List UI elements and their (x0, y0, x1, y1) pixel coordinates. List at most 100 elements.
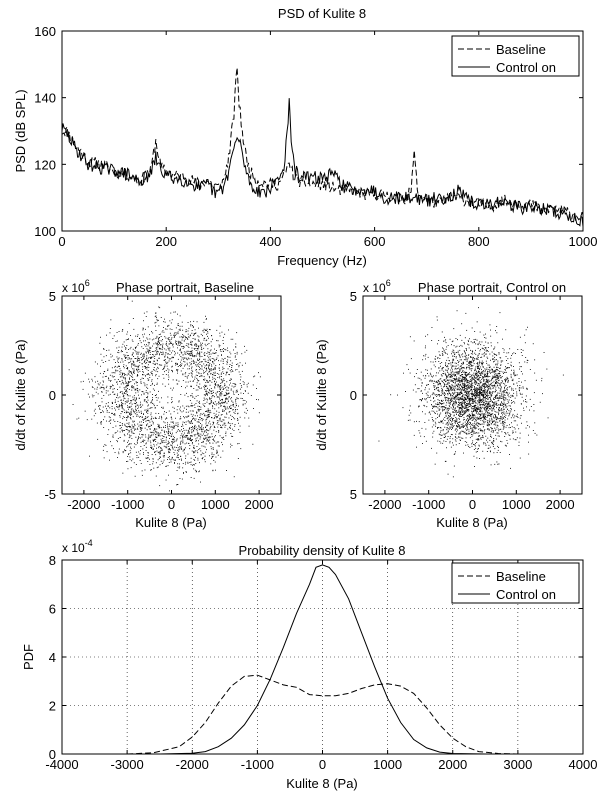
phase-control-point (461, 379, 463, 381)
phase-baseline-point (206, 438, 208, 440)
phase-baseline-point (171, 425, 173, 427)
phase-baseline-point (134, 388, 136, 390)
phase-baseline-point (161, 340, 163, 342)
phase-control-point (513, 373, 515, 374)
phase-baseline-point (129, 413, 131, 415)
phase-control-point (504, 394, 506, 396)
phase-baseline-point (187, 420, 189, 422)
phase-baseline-point (101, 391, 103, 392)
phase-control-point (453, 328, 455, 330)
phase-baseline-point (157, 363, 158, 365)
phase-baseline-point (211, 456, 213, 458)
phase-baseline-point (115, 369, 117, 371)
phase-baseline-point (110, 319, 112, 321)
phase-baseline-point (179, 446, 180, 448)
phase-control-point (439, 354, 441, 356)
phase-baseline-point (147, 399, 149, 401)
phase-baseline-point (131, 354, 133, 355)
phase-baseline-point (137, 352, 139, 354)
phase-baseline-point (247, 382, 249, 384)
phase-control-point (461, 367, 463, 368)
phase-baseline-point (130, 417, 131, 419)
phase-control-point (455, 403, 457, 405)
phase-baseline-point (134, 379, 136, 381)
phase-baseline-point (158, 375, 160, 377)
phase-baseline-point (192, 396, 193, 398)
phase-baseline-point (142, 448, 144, 450)
phase-control-point (437, 417, 438, 418)
phase-baseline-point (223, 436, 224, 438)
phase-baseline-point (142, 404, 144, 406)
phase-control-point (446, 397, 447, 398)
phase-control-point (447, 402, 449, 404)
phase-control-point (471, 377, 473, 379)
phase-control-point (490, 397, 491, 399)
phase-baseline-point (122, 452, 124, 454)
phase-baseline-point (207, 331, 209, 333)
phase-baseline-point (141, 363, 143, 365)
phase-baseline-point (172, 370, 173, 372)
phase-baseline-point (131, 400, 133, 402)
phase-control-point (488, 444, 490, 446)
phase-control-point (508, 379, 509, 381)
phase-control-point (416, 446, 417, 448)
phase-control-point (500, 370, 502, 372)
phase-baseline-point (100, 353, 102, 355)
phase-baseline-point (191, 393, 193, 395)
phase-baseline-point (215, 431, 217, 433)
phase-control-point (475, 408, 477, 410)
phase-baseline-point (233, 476, 235, 478)
phase-control-point (508, 427, 510, 429)
phase-baseline-point (138, 425, 140, 427)
phase-baseline-point (127, 456, 129, 457)
phase-baseline-point (130, 446, 131, 448)
phase-baseline-point (165, 436, 167, 438)
phase-baseline-point (177, 484, 179, 485)
phase-control-point (477, 358, 479, 360)
phase-baseline-point (137, 442, 138, 444)
phase-baseline-point (112, 436, 114, 438)
phase-baseline-point (168, 337, 170, 338)
phase-baseline-point (205, 411, 206, 412)
phase-baseline-point (146, 402, 148, 404)
phase-baseline-point (145, 362, 147, 363)
phase-baseline-point (167, 431, 169, 432)
phase-baseline-point (139, 397, 140, 399)
phase-baseline-point (152, 402, 153, 404)
phase-baseline-point (95, 391, 97, 393)
phase-baseline-point (223, 368, 225, 369)
phase-baseline-point (195, 389, 197, 391)
phase-control-point (452, 444, 454, 446)
phase-baseline-point (171, 402, 172, 404)
phase-baseline-point (133, 426, 135, 428)
phase-baseline-point (121, 349, 122, 351)
phase-baseline-point (134, 383, 135, 385)
phase-baseline-point (221, 354, 222, 356)
phase-baseline-point (122, 408, 124, 410)
phase-baseline-point (229, 374, 230, 376)
phase-control-point (460, 398, 462, 400)
phase-baseline-point (209, 428, 211, 430)
phase-baseline-point (125, 426, 127, 427)
phase-baseline-point (211, 417, 213, 419)
phase-baseline-point (199, 403, 201, 404)
phase-control-point (467, 381, 469, 383)
phase-control-point (420, 379, 422, 381)
phase-control-point (490, 382, 492, 384)
phase-control-point (512, 415, 513, 417)
phase-baseline-point (114, 432, 116, 434)
phase-baseline-point (207, 332, 209, 334)
phase-baseline-point (133, 356, 134, 357)
phase-control-point (526, 421, 528, 423)
phase-baseline-point (138, 456, 140, 458)
phase-baseline-point (192, 381, 194, 382)
phase-control-point (476, 408, 478, 410)
phase-control-point (462, 362, 464, 364)
phase-baseline-point (197, 415, 198, 417)
phase-baseline-point (190, 386, 192, 388)
phase-baseline-point (168, 353, 169, 355)
phase-baseline-point (156, 431, 158, 433)
phase-baseline-point (244, 351, 246, 353)
phase-control-point (511, 369, 512, 371)
phase-baseline-point (100, 423, 102, 425)
